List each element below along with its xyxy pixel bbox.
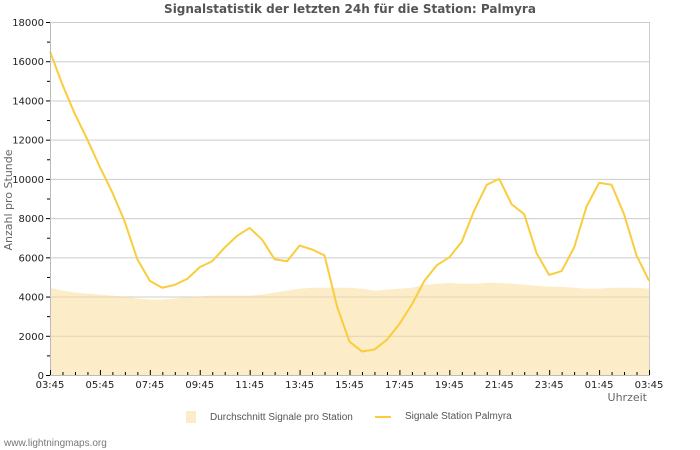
x-tick-label: 23:45: [535, 380, 564, 391]
y-tick-label: 18000: [12, 18, 44, 29]
x-tick-label: 17:45: [385, 380, 414, 391]
y-tick-label: 4000: [19, 293, 44, 304]
legend-item-average: Durchschnitt Signale pro Station: [186, 411, 353, 423]
legend-item-palmyra: Signale Station Palmyra: [375, 411, 512, 422]
x-tick-label: 01:45: [585, 380, 614, 391]
y-tick-label: 2000: [19, 332, 44, 343]
y-tick-label: 14000: [12, 96, 44, 107]
average-signals-area: [50, 282, 649, 375]
y-axis-title: Anzahl pro Stunde: [2, 149, 15, 250]
x-tick-label: 03:45: [36, 380, 65, 391]
x-tick-label: 15:45: [335, 380, 364, 391]
x-tick-label: 07:45: [135, 380, 164, 391]
x-tick-label: 03:45: [635, 380, 664, 391]
area-swatch-icon: [186, 411, 196, 423]
y-tick-label: 8000: [19, 214, 44, 225]
site-credit: www.lightningmaps.org: [4, 438, 107, 449]
legend-label-average: Durchschnitt Signale pro Station: [210, 411, 353, 423]
legend-label-palmyra: Signale Station Palmyra: [405, 411, 512, 422]
x-tick-label: 11:45: [235, 380, 264, 391]
x-tick-label: 21:45: [485, 380, 514, 391]
y-tick-label: 6000: [19, 253, 44, 264]
x-tick-label: 05:45: [86, 380, 115, 391]
y-tick-label: 0: [38, 371, 44, 382]
x-axis-ticks: 03:45 05:45 07:45 09:45 11:45 13:45 15:45 17:45…: [36, 370, 664, 391]
chart-title: Signalstatistik der letzten 24h für die …: [164, 2, 536, 16]
y-tick-label: 16000: [12, 57, 44, 68]
x-tick-label: 19:45: [435, 380, 464, 391]
x-axis-title: Uhrzeit: [608, 391, 648, 404]
x-tick-label: 13:45: [285, 380, 314, 391]
x-tick-label: 09:45: [185, 380, 214, 391]
palmyra-signals-line: [49, 51, 650, 353]
y-tick-label: 12000: [12, 136, 44, 147]
y-tick-label: 10000: [12, 175, 44, 186]
y-axis-ticks: 0 2000 4000 6000 8000 10000 12000 14000 16000 180…: [12, 18, 50, 382]
axes: [50, 22, 650, 376]
line-swatch-icon: [375, 415, 391, 418]
